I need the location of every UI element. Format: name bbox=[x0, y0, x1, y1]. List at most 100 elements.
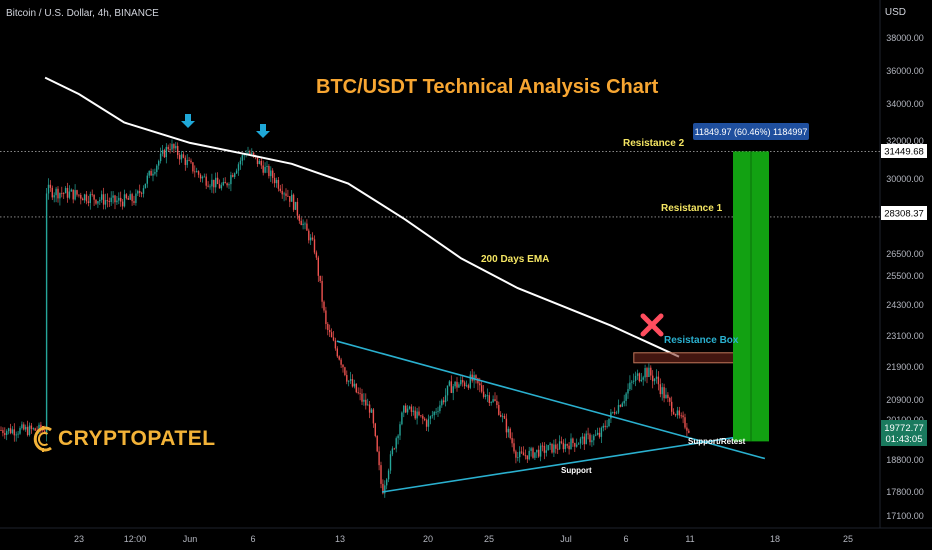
candle-body bbox=[469, 374, 471, 388]
candle-body bbox=[302, 223, 304, 226]
candle-body bbox=[560, 441, 563, 443]
candle-body bbox=[558, 441, 561, 450]
candle-body bbox=[203, 176, 205, 178]
candle-body bbox=[534, 452, 536, 458]
candle-body bbox=[349, 379, 352, 381]
currency-label: USD bbox=[884, 7, 906, 18]
candle-body bbox=[340, 359, 342, 365]
candle-body bbox=[674, 414, 677, 416]
candle-body bbox=[557, 448, 559, 450]
candle-body bbox=[101, 194, 103, 200]
candle-body bbox=[458, 384, 460, 388]
arrow-down-icon bbox=[181, 114, 195, 128]
candle-body bbox=[234, 173, 236, 177]
candle-body bbox=[268, 166, 270, 177]
price-tag-resistance-1[interactable]: 28308.37 bbox=[881, 206, 927, 220]
svg-text:19772.77: 19772.77 bbox=[884, 423, 924, 434]
candle-body bbox=[593, 435, 595, 441]
candle-body bbox=[131, 194, 133, 202]
y-tick-label: 34000.00 bbox=[886, 99, 924, 109]
candle-body bbox=[644, 368, 646, 378]
candle-body bbox=[576, 444, 578, 447]
candle-body bbox=[393, 448, 395, 450]
x-tick-label: 6 bbox=[623, 534, 628, 544]
x-tick-label: Jul bbox=[560, 534, 572, 544]
ema-label: 200 Days EMA bbox=[481, 254, 549, 265]
candle-body bbox=[406, 408, 409, 413]
candle-body bbox=[380, 465, 382, 484]
candle-body bbox=[68, 191, 71, 198]
candle-body bbox=[21, 424, 23, 429]
candle-body bbox=[543, 445, 546, 453]
candle-body bbox=[587, 433, 589, 435]
candle-body bbox=[615, 412, 618, 414]
resistance-trendline[interactable] bbox=[336, 340, 766, 460]
x-tick-label: Jun bbox=[183, 534, 198, 544]
candle-body bbox=[275, 179, 278, 184]
measure-label: 11849.97 (60.46%) 1184997 bbox=[693, 123, 809, 140]
candle-body bbox=[323, 301, 325, 311]
candle-body bbox=[444, 395, 447, 403]
candle-body bbox=[114, 195, 116, 203]
candle-body bbox=[281, 190, 283, 195]
candle-body bbox=[53, 195, 55, 198]
candle-body bbox=[110, 197, 112, 203]
candle-body bbox=[116, 200, 118, 203]
resistance-box[interactable] bbox=[633, 352, 736, 364]
candle-body bbox=[382, 483, 384, 494]
candle-body bbox=[462, 379, 464, 383]
candle-body bbox=[338, 356, 340, 360]
candle-body bbox=[186, 159, 188, 165]
y-tick-label: 32000.00 bbox=[886, 136, 924, 146]
price-tag-resistance-2[interactable]: 31449.68 bbox=[881, 144, 927, 158]
candle-body bbox=[420, 415, 422, 417]
candle-body bbox=[367, 404, 369, 406]
candle-body bbox=[539, 445, 542, 457]
support-trendline[interactable] bbox=[381, 434, 746, 493]
y-tick-label: 17100.00 bbox=[886, 511, 924, 521]
candle-body bbox=[621, 403, 623, 407]
x-tick-label: 13 bbox=[335, 534, 345, 544]
candle-body bbox=[424, 418, 426, 421]
price-axis[interactable]: 38000.00 36000.00 34000.00 32000.00 30000.00… bbox=[886, 33, 924, 521]
candle-body bbox=[678, 410, 680, 416]
candle-body bbox=[408, 406, 411, 409]
candle-body bbox=[520, 451, 523, 453]
candle-body bbox=[513, 443, 515, 452]
candle-body bbox=[450, 381, 452, 393]
candle-body bbox=[456, 381, 458, 388]
candle-body bbox=[329, 329, 331, 333]
candle-body bbox=[435, 411, 437, 413]
candle-body bbox=[82, 198, 84, 201]
candle-body bbox=[524, 455, 527, 457]
candle-body bbox=[30, 425, 33, 429]
candle-body bbox=[519, 451, 521, 458]
candle-body bbox=[568, 445, 570, 450]
candle-body bbox=[199, 174, 202, 179]
candle-body bbox=[361, 393, 363, 402]
candle-body bbox=[414, 410, 416, 419]
candle-body bbox=[171, 144, 173, 150]
price-tag-current[interactable]: 19772.77 01:43:05 bbox=[881, 420, 927, 446]
candle-body bbox=[51, 187, 53, 198]
measure-label-text: 11849.97 (60.46%) 1184997 bbox=[695, 127, 808, 137]
time-axis[interactable]: 23 12:00 Jun 6 13 20 25 Jul 6 11 18 25 bbox=[74, 534, 853, 544]
candle-body bbox=[509, 428, 511, 438]
candle-body bbox=[78, 194, 80, 196]
candle-body bbox=[215, 177, 217, 188]
candle-body bbox=[74, 190, 76, 200]
candle-body bbox=[139, 191, 141, 193]
candle-body bbox=[488, 395, 490, 403]
ema-200-line[interactable] bbox=[44, 76, 680, 358]
y-tick-label: 25500.00 bbox=[886, 271, 924, 281]
candle-body bbox=[42, 430, 44, 431]
candle-body bbox=[665, 394, 667, 399]
candle-body bbox=[260, 160, 262, 166]
candle-body bbox=[460, 379, 462, 385]
candle-body bbox=[446, 385, 449, 396]
candle-body bbox=[23, 424, 25, 430]
candle-body bbox=[463, 382, 466, 387]
candle-body bbox=[180, 154, 183, 160]
candle-body bbox=[188, 159, 190, 161]
